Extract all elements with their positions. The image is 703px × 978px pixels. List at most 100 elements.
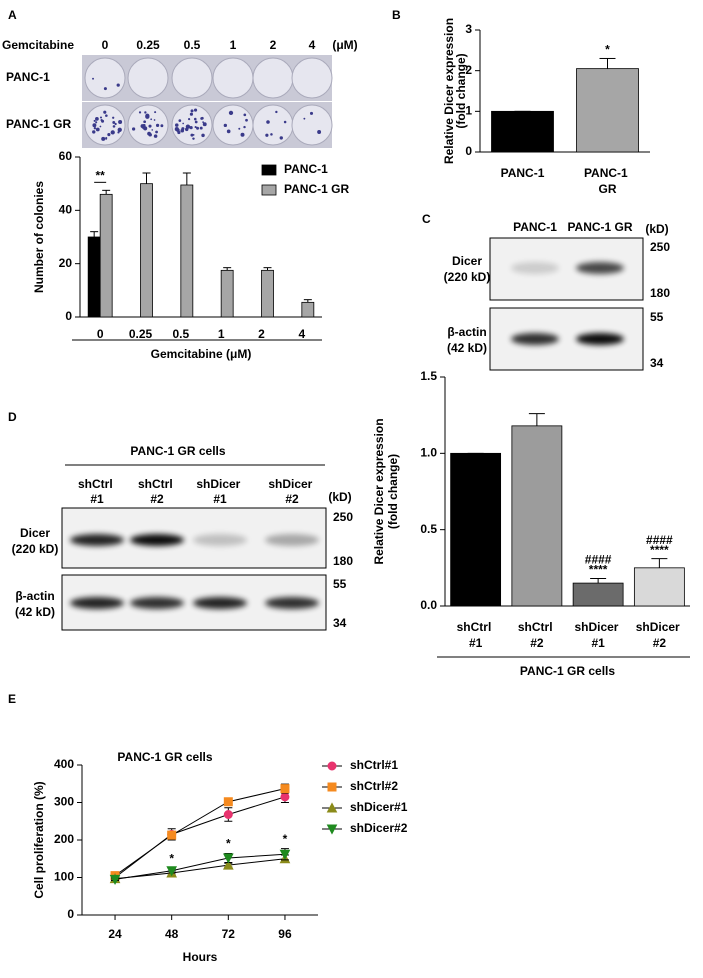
colony xyxy=(177,130,181,135)
colony xyxy=(143,120,147,124)
point xyxy=(280,792,290,802)
colony xyxy=(189,126,192,129)
bar xyxy=(511,425,563,607)
lane-label: PANC-1 GR xyxy=(567,220,632,234)
y-tick-label: 0.5 xyxy=(420,522,437,536)
colony xyxy=(93,127,97,130)
colony xyxy=(116,83,120,87)
dish xyxy=(212,57,254,99)
colony xyxy=(270,133,273,136)
marker-label: 55 xyxy=(333,577,347,591)
y-tick-label: 0.0 xyxy=(420,598,437,612)
x-tick-label: 4 xyxy=(298,327,305,341)
x-tick-label: 0.5 xyxy=(172,327,189,341)
colony xyxy=(182,122,184,125)
colony xyxy=(228,110,234,116)
blot-band xyxy=(576,333,624,345)
colony xyxy=(243,113,247,117)
protein-size: (220 kD) xyxy=(12,542,59,556)
point xyxy=(326,802,338,813)
colony xyxy=(190,109,194,113)
colony xyxy=(95,121,98,124)
y-tick-label: 1 xyxy=(465,104,472,118)
colony xyxy=(144,111,147,114)
protein-name: β-actin xyxy=(447,325,486,339)
colony xyxy=(145,113,150,118)
lane-label: PANC-1 xyxy=(513,220,557,234)
colony xyxy=(192,134,195,136)
x-tick-label: 24 xyxy=(108,927,122,941)
protein-name: Dicer xyxy=(20,526,50,540)
point xyxy=(166,866,178,877)
legend-label: PANC-1 xyxy=(284,162,328,176)
point xyxy=(222,853,234,864)
colony xyxy=(275,110,278,114)
colony xyxy=(243,125,246,129)
colony xyxy=(266,120,270,124)
bar xyxy=(633,567,685,607)
kd-unit: (kD) xyxy=(328,490,351,504)
colony xyxy=(194,126,197,129)
colony xyxy=(131,127,136,131)
panel-letter: C xyxy=(422,212,431,226)
marker-label: 55 xyxy=(650,310,664,324)
panel-letter: D xyxy=(8,410,17,424)
colony xyxy=(99,125,102,128)
dish xyxy=(252,104,294,146)
colony xyxy=(303,117,306,120)
panel-letter: A xyxy=(8,8,17,22)
colony xyxy=(180,128,185,133)
legend-swatch xyxy=(261,184,277,196)
colony xyxy=(117,131,120,134)
panel-letter: E xyxy=(8,692,16,706)
dose-label: 0.25 xyxy=(136,38,160,52)
colony xyxy=(201,116,204,120)
point xyxy=(280,784,290,794)
dish xyxy=(84,104,126,146)
blot-band xyxy=(511,333,559,345)
legend-label: shDicer#1 xyxy=(350,800,408,814)
y-tick-label: 60 xyxy=(59,149,73,163)
bar xyxy=(491,110,554,153)
lane-label: shCtrl #2 xyxy=(138,477,176,506)
colony xyxy=(92,77,95,80)
y-axis-label: Relative Dicer expression xyxy=(372,418,386,564)
row-label: PANC-1 GR xyxy=(6,117,71,131)
colony xyxy=(238,127,241,130)
lane-label: shCtrl #1 xyxy=(78,477,116,506)
marker-label: 180 xyxy=(650,286,670,300)
colony xyxy=(189,112,194,116)
y-tick-label: 200 xyxy=(54,832,74,846)
dose-label: 2 xyxy=(270,38,277,52)
legend-label: shCtrl#2 xyxy=(350,779,398,793)
colony xyxy=(193,108,198,112)
blot-band xyxy=(130,597,184,609)
panel-letter: B xyxy=(392,8,401,22)
annotation: #### xyxy=(646,533,673,547)
dose-label: 1 xyxy=(230,38,237,52)
y-tick-label: 40 xyxy=(59,203,73,217)
annotation: **** xyxy=(650,543,669,557)
dose-unit: (μM) xyxy=(332,38,357,52)
y-axis-label: Relative Dicer expression xyxy=(442,18,456,164)
protein-size: (42 kD) xyxy=(15,605,55,619)
blot-band xyxy=(265,534,319,546)
y-axis-label: (fold change) xyxy=(454,53,468,128)
lane-label: shDicer #1 xyxy=(196,477,243,506)
annotation: * xyxy=(169,852,174,866)
blot-band xyxy=(511,262,559,274)
dose-label: 0.5 xyxy=(184,38,201,52)
x-tick-label: shDicer #2 xyxy=(636,620,683,650)
blot-band xyxy=(265,597,319,609)
blot-band xyxy=(70,597,124,609)
colony xyxy=(95,117,99,121)
dish xyxy=(127,57,169,99)
colony xyxy=(279,136,283,140)
colony xyxy=(110,130,115,135)
y-axis-label: Cell proliferation (%) xyxy=(32,781,46,898)
colony xyxy=(150,118,153,121)
protein-name: β-actin xyxy=(15,589,54,603)
colony xyxy=(107,133,111,137)
colony xyxy=(92,130,96,134)
y-axis-label: (fold change) xyxy=(386,454,400,529)
